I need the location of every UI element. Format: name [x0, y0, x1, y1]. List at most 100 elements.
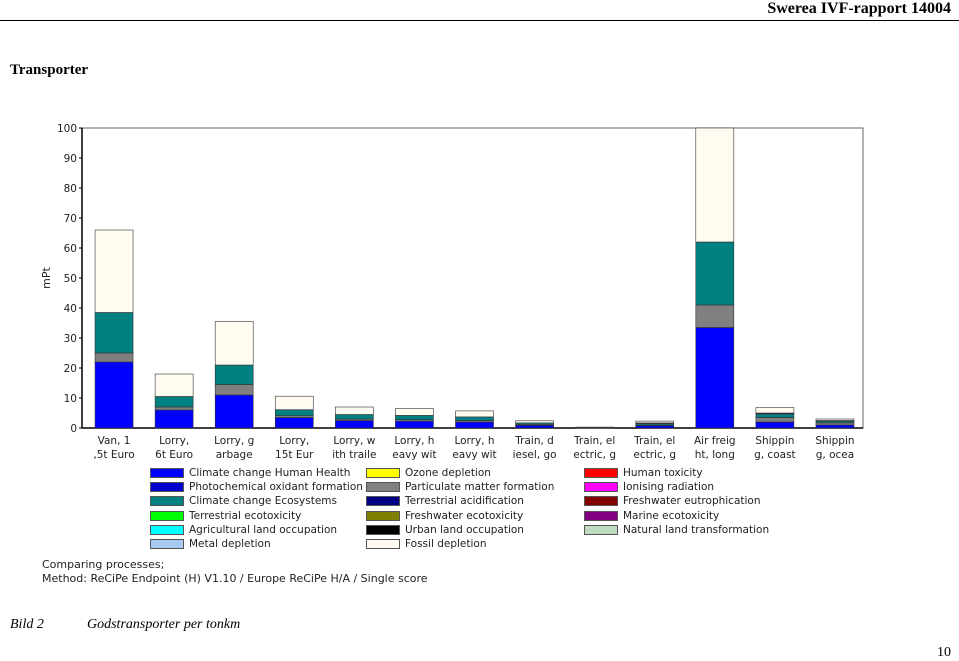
bar-segment [154, 396, 194, 408]
plot-area [81, 127, 864, 429]
y-tick-label: 100 [57, 123, 77, 135]
bar-segment [214, 384, 254, 396]
legend-item: Human toxicity [584, 466, 703, 480]
legend-label: Terrestrial acidification [405, 495, 524, 508]
legend-swatch [150, 496, 184, 507]
y-tick-label: 60 [64, 243, 77, 255]
legend-item: Natural land transformation [584, 523, 769, 537]
page-number: 10 [937, 645, 951, 660]
legend-label: Photochemical oxidant formation [189, 481, 363, 494]
legend-item: Marine ecotoxicity [584, 509, 719, 523]
legend-swatch [366, 468, 400, 478]
legend-label: Human toxicity [623, 467, 703, 479]
legend-item: Terrestrial acidification [366, 494, 524, 508]
legend-item: Photochemical oxidant formation [150, 480, 363, 494]
legend-label: Climate change Human Health [189, 467, 351, 479]
x-tick-label: Lorry, 6t Euro [155, 435, 193, 461]
legend-label: Agricultural land occupation [189, 523, 338, 536]
legend-swatch [366, 496, 400, 507]
legend-swatch [366, 539, 400, 549]
method-note-line1: Comparing processes; [42, 558, 165, 571]
y-tick-label: 10 [64, 393, 77, 405]
report-header: Swerea IVF-rapport 14004 [767, 0, 951, 17]
bar-segment [274, 417, 314, 429]
legend-label: Fossil depletion [405, 538, 487, 550]
x-tick-label: Train, el ectric, g [573, 435, 616, 461]
figure-caption-text: Godstransporter per tonkm [87, 617, 241, 632]
x-tick-label: Lorry, g arbage [214, 435, 254, 461]
x-tick-label: Lorry, h eavy wit [392, 435, 436, 461]
bar-segment [395, 415, 434, 420]
y-tick-label: 90 [64, 153, 77, 165]
bar-segment [94, 229, 134, 313]
bar-segment [635, 425, 675, 429]
legend-item: Terrestrial ecotoxicity [150, 509, 301, 523]
bar-segment [335, 414, 374, 420]
header-rule [0, 20, 959, 21]
bar-segment [94, 352, 134, 363]
bar-segment [214, 364, 254, 385]
legend-label: Ionising radiation [623, 481, 715, 494]
x-tick-label: Lorry, w ith traile [332, 435, 376, 461]
bar-segment [695, 127, 735, 243]
bar-segment [635, 420, 675, 424]
x-tick-label: Van, 1,5t Euro [93, 435, 134, 461]
bar-segment [755, 421, 795, 429]
y-tick-label: 0 [70, 423, 77, 435]
y-tick-label: 70 [64, 213, 77, 225]
x-tick-label: Train, d iesel, go [513, 435, 557, 461]
y-tick-label: 50 [64, 273, 77, 285]
x-tick-label: Lorry, 15t Eur [275, 435, 314, 461]
legend-label: Marine ecotoxicity [623, 509, 720, 522]
y-tick-label: 20 [64, 363, 77, 375]
bar-segment [335, 420, 374, 429]
legend-swatch [584, 524, 618, 535]
y-tick-label: 80 [64, 183, 77, 195]
bar-segment [154, 406, 194, 411]
bar-segment [815, 422, 855, 426]
bar-segment [274, 395, 314, 411]
bar-segment [755, 413, 795, 418]
bar-segment [455, 416, 494, 421]
x-axis-labels: Van, 1,5t Euro Lorry, 6t Euro Lorry, g arbag… [93, 435, 854, 461]
bar-segment [575, 426, 614, 428]
legend-item: Agricultural land occupation [150, 523, 337, 537]
bar-segment [214, 394, 254, 429]
bar-segment [94, 361, 134, 429]
legend-swatch [150, 468, 184, 478]
bar-segment [515, 420, 554, 424]
x-tick-label: Air freig ht, long [694, 435, 736, 461]
bar-segment [755, 417, 795, 423]
bar-segment [154, 409, 194, 429]
legend-label: Climate change Ecosystems [189, 495, 337, 508]
legend-label: Natural land transformation [623, 523, 770, 536]
legend-item: Climate change Ecosystems [150, 494, 337, 508]
bar-segment [695, 241, 735, 306]
method-note: Comparing processes; Method: ReCiPe Endp… [42, 558, 428, 586]
legend-item: Fossil depletion [366, 537, 486, 551]
legend-label: Freshwater eutrophication [623, 495, 761, 508]
legend-label: Urban land occupation [405, 523, 524, 536]
legend-swatch [366, 482, 400, 493]
legend-label: Terrestrial ecotoxicity [189, 509, 302, 522]
legend-label: Freshwater ecotoxicity [405, 509, 524, 522]
legend-item: Ozone depletion [366, 466, 491, 480]
legend-item: Particulate matter formation [366, 480, 554, 494]
legend-swatch [150, 510, 184, 521]
chart-bars [94, 127, 855, 429]
legend-swatch [150, 524, 184, 535]
bar-segment [515, 424, 554, 429]
bar-segment [695, 304, 735, 328]
legend-label: Ozone depletion [405, 467, 491, 479]
x-tick-label: Lorry, h eavy wit [452, 435, 496, 461]
figure-caption-label: Bild 2 [10, 617, 44, 632]
chart-legend: Climate change Human Health Photochemical… [150, 466, 790, 552]
bar-segment [154, 373, 194, 397]
legend-label: Particulate matter formation [405, 481, 555, 494]
legend-swatch [366, 524, 400, 535]
legend-swatch [584, 468, 618, 478]
bar-segment [455, 421, 494, 429]
legend-item: Urban land occupation [366, 523, 524, 537]
legend-swatch [584, 496, 618, 507]
legend-item: Ionising radiation [584, 480, 714, 494]
